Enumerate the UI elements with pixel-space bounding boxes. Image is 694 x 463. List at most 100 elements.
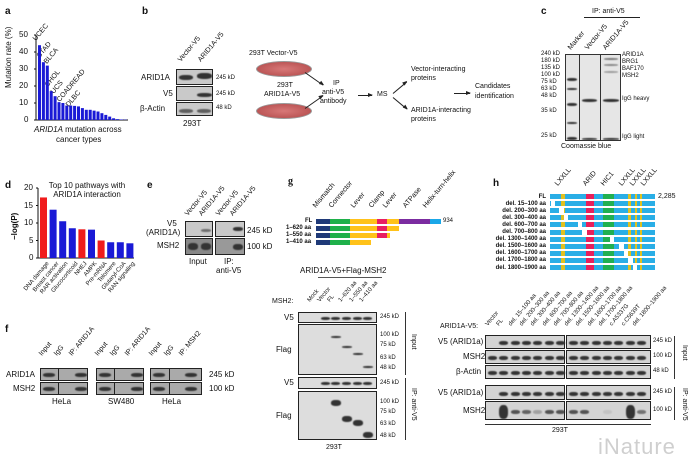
- band: [591, 341, 601, 345]
- domain-feature: [628, 208, 631, 214]
- construct-label: del. 1500–1600 aa: [495, 243, 546, 250]
- lane-separator: [169, 369, 170, 380]
- band: [153, 387, 165, 391]
- construct-bar: [550, 215, 564, 221]
- domain-feature: [585, 215, 595, 221]
- marker: 100 kD: [541, 72, 561, 78]
- ip-label-3: antibody: [320, 98, 347, 105]
- domain-feature: [602, 208, 615, 214]
- construct-bar: [637, 265, 655, 270]
- marker: 245 kD: [380, 314, 400, 320]
- marker: 100 kD: [247, 242, 273, 251]
- band: [75, 373, 87, 377]
- domain-feature: [640, 229, 643, 235]
- domain-feature: [563, 208, 565, 214]
- band: [636, 371, 646, 375]
- band: [131, 387, 143, 391]
- marker: 63 kD: [380, 421, 396, 427]
- marker: 48 kD: [216, 105, 232, 111]
- construct-label: del. 1700–1800 aa: [495, 257, 546, 264]
- out1-2: proteins: [411, 75, 436, 82]
- bar: [84, 109, 88, 120]
- row-label: MSH2: [13, 384, 36, 393]
- coomassie-gel: [565, 54, 621, 141]
- blot-arid1a: [176, 69, 213, 85]
- ip-label: IP:: [224, 257, 234, 266]
- band: [521, 391, 531, 396]
- domain-feature: [640, 236, 643, 242]
- band: [521, 409, 531, 414]
- gel-caption: Coomassie blue: [561, 143, 612, 150]
- domain-feature: [561, 201, 565, 207]
- bar: [41, 62, 45, 120]
- domain-feature: [561, 236, 565, 242]
- xlabel-rest: mutation across: [62, 125, 122, 134]
- y-tick-label: 30: [19, 64, 28, 73]
- panel-a-xlabel-line2: cancer types: [56, 135, 102, 144]
- band: [321, 316, 330, 320]
- band: [353, 316, 362, 320]
- band: [569, 409, 578, 414]
- band: [580, 391, 590, 396]
- band: [614, 391, 624, 396]
- domain-feature: [602, 250, 615, 256]
- blot: [96, 368, 144, 381]
- domain-feature: [628, 265, 631, 270]
- construct-label: 1–410 aa: [286, 239, 312, 245]
- construct-label: del. 15–100 aa: [505, 200, 546, 207]
- band: [555, 341, 565, 345]
- construct-label: FL: [538, 193, 546, 200]
- panel-b-label: b: [142, 6, 149, 17]
- construct-bar: [550, 201, 551, 207]
- panel-d-label: d: [5, 180, 12, 191]
- band: [533, 391, 543, 396]
- construct-bar: [614, 236, 655, 242]
- cell-line: HeLa: [52, 397, 72, 406]
- blot: [485, 385, 565, 400]
- domain-feature: [628, 201, 631, 207]
- domain-feature: [628, 243, 631, 249]
- marker: 100 kD: [653, 406, 673, 413]
- band: [363, 316, 372, 320]
- domain-segment: [376, 219, 387, 224]
- band-label: IgG heavy: [622, 96, 650, 102]
- side-label: IP: anti-V5: [681, 388, 688, 421]
- band: [510, 409, 520, 414]
- culture-dish-icon: [256, 103, 312, 119]
- row-label: V5: [284, 378, 294, 387]
- out1: Vector-interacting: [411, 66, 466, 73]
- bar: [78, 229, 86, 258]
- y-tick-label: 15: [24, 200, 33, 210]
- marker: 63 kD: [541, 86, 557, 92]
- bar: [104, 114, 108, 120]
- marker: 63 kD: [380, 355, 396, 361]
- construct-label: 1–550 aa: [286, 232, 312, 238]
- band: [544, 409, 554, 414]
- lane-separator: [114, 369, 115, 380]
- band: [591, 391, 601, 396]
- band: [625, 404, 635, 419]
- marker: 48 kD: [380, 433, 396, 439]
- blot: [298, 324, 377, 375]
- band: [555, 391, 565, 396]
- domain-feature: [635, 243, 638, 249]
- marker: 135 kD: [541, 65, 561, 71]
- bar: [116, 119, 119, 120]
- band: [544, 356, 554, 360]
- construct-label: del. 1600–1700 aa: [495, 250, 546, 257]
- domain-feature: [640, 215, 643, 221]
- domain-feature: [628, 250, 631, 256]
- band: [353, 382, 362, 385]
- domain-segment: [316, 226, 331, 231]
- marker: 48 kD: [541, 93, 557, 99]
- marker: 35 kD: [541, 108, 557, 114]
- out2-2: proteins: [411, 116, 436, 123]
- blot: [566, 365, 651, 379]
- panel-a-xlabel: ARID1A mutation across: [34, 125, 122, 134]
- band: [544, 391, 554, 396]
- y-tick-label: 5: [29, 235, 34, 245]
- marker: 245 kD: [380, 380, 400, 386]
- band: [591, 371, 601, 375]
- band: [342, 416, 352, 422]
- gel-band-labels: ARID1A BRG1 BAF170 MSH2: [622, 52, 644, 80]
